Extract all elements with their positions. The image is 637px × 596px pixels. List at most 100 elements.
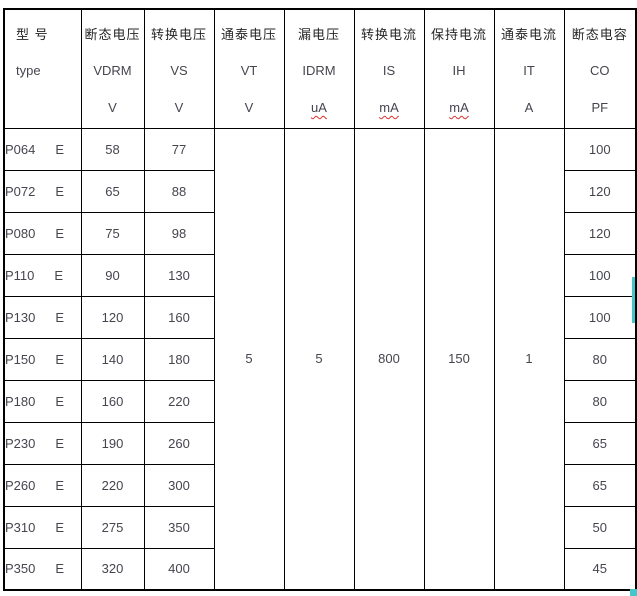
model-suffix: E (54, 267, 64, 283)
header-cell-vs: 转换电压 VS V (143, 8, 215, 129)
model-code: P260 (5, 477, 36, 493)
vdrm-cell: 220 (80, 463, 145, 507)
model-suffix: E (55, 435, 65, 451)
selection-handle-right-icon[interactable] (632, 277, 635, 323)
header-unit-text: V (108, 99, 117, 115)
header-cn-label: 通泰电流 (500, 26, 557, 42)
table-row: P072 E 65 88 120 (3, 169, 637, 213)
header-cn-label: 漏电压 (297, 26, 340, 42)
co-cell: 65 (563, 463, 637, 507)
header-unit-text: V (244, 99, 254, 115)
is-merged-cell: 800 (353, 127, 425, 591)
header-cn-label: 断态电容 (571, 26, 628, 42)
header-unit-text: uA (311, 99, 327, 115)
idrm-merged-cell: 5 (283, 127, 355, 591)
header-unit-text: PF (591, 99, 609, 115)
header-symbol-label: CO (590, 62, 610, 78)
model-suffix: E (55, 393, 65, 409)
vs-cell: 180 (143, 337, 215, 381)
vdrm-cell: 140 (80, 337, 145, 381)
vs-cell: 160 (143, 295, 215, 339)
header-cell-idrm: 漏电压 IDRM uA (283, 8, 355, 129)
model-header: 型 号 type (5, 12, 80, 126)
header-unit-text: V (174, 99, 184, 115)
model-header-blank (5, 89, 80, 126)
model-suffix: E (55, 309, 65, 325)
model-code: P230 (5, 435, 36, 451)
model-cell: P130 E (3, 295, 82, 339)
vs-cell: 98 (143, 211, 215, 255)
vt-merged-cell: 5 (213, 127, 285, 591)
vs-cell: 220 (143, 379, 215, 423)
model-cell: P110 E (3, 253, 82, 297)
model-cell: P230 E (3, 421, 82, 465)
table-row: P064 E 58 77 5 5 800 150 1 100 (3, 127, 637, 591)
header-stack-is: 转换电流 IS mA (355, 12, 423, 126)
header-unit-label: mA (425, 89, 493, 126)
table-row: P130 E 120 160 100 (3, 295, 637, 339)
co-cell: 80 (563, 337, 637, 381)
vdrm-cell: 190 (80, 421, 145, 465)
header-unit-label: mA (355, 89, 423, 126)
model-cell: P072 E (3, 169, 82, 213)
selection-handle-corner-icon[interactable] (630, 589, 637, 596)
vs-cell: 300 (143, 463, 215, 507)
it-merged-cell: 1 (493, 127, 565, 591)
model-code: P150 (5, 351, 36, 367)
model-code: P310 (5, 519, 36, 535)
header-cell-co: 断态电容 CO PF (563, 8, 637, 129)
vs-cell: 130 (143, 253, 215, 297)
model-suffix: E (55, 561, 65, 577)
model-header-cn: 型 号 (16, 26, 49, 42)
table-row: P350 E 320 400 45 (3, 547, 637, 591)
header-stack-vdrm: 断态电压 VDRM V (82, 12, 143, 126)
model-code: P350 (5, 561, 36, 577)
vs-cell: 350 (143, 505, 215, 549)
table-row: P110 E 90 130 100 (3, 253, 637, 297)
vs-cell: 260 (143, 421, 215, 465)
header-cell-it: 通泰电流 IT A (493, 8, 565, 129)
header-cn-label: 断态电压 (84, 26, 141, 42)
model-cell: P350 E (3, 547, 82, 591)
vdrm-cell: 90 (80, 253, 145, 297)
model-suffix: E (55, 183, 65, 199)
header-symbol-label: IS (382, 62, 396, 78)
co-cell: 100 (563, 127, 637, 171)
header-unit-label: PF (565, 89, 635, 126)
model-cell: P080 E (3, 211, 82, 255)
header-cn-label: 通泰电压 (220, 26, 277, 42)
header-cell-ih: 保持电流 IH mA (423, 8, 495, 129)
header-unit-label: A (495, 89, 563, 126)
co-cell: 50 (563, 505, 637, 549)
header-row: 型 号 type 断态电压 VDRM V 转换电压 VS V 通泰电压 VT V 漏电压 IDRM uA 转… (3, 8, 637, 129)
model-suffix: E (55, 141, 65, 157)
vdrm-cell: 58 (80, 127, 145, 171)
header-stack-idrm: 漏电压 IDRM uA (285, 12, 353, 126)
vdrm-cell: 160 (80, 379, 145, 423)
header-unit-label: uA (285, 89, 353, 126)
co-cell: 80 (563, 379, 637, 423)
header-unit-label: V (145, 89, 213, 126)
header-unit-text: mA (379, 99, 399, 115)
header-symbol-label: VT (240, 62, 258, 78)
model-code: P110 (5, 267, 35, 283)
header-symbol-label: IT (523, 62, 535, 78)
table-row: P230 E 190 260 65 (3, 421, 637, 465)
header-unit-text: A (524, 99, 534, 115)
vs-cell: 400 (143, 547, 215, 591)
model-cell: P260 E (3, 463, 82, 507)
header-cn-label: 保持电流 (430, 26, 487, 42)
header-symbol-label: VS (170, 62, 188, 78)
header-symbol-label: IH (452, 62, 466, 78)
model-suffix: E (55, 225, 65, 241)
model-suffix: E (55, 477, 65, 493)
vdrm-cell: 275 (80, 505, 145, 549)
header-stack-co: 断态电容 CO PF (565, 12, 635, 126)
vs-cell: 88 (143, 169, 215, 213)
vs-cell: 77 (143, 127, 215, 171)
model-suffix: E (55, 519, 65, 535)
co-cell: 120 (563, 211, 637, 255)
vdrm-cell: 65 (80, 169, 145, 213)
model-code: P130 (5, 309, 36, 325)
